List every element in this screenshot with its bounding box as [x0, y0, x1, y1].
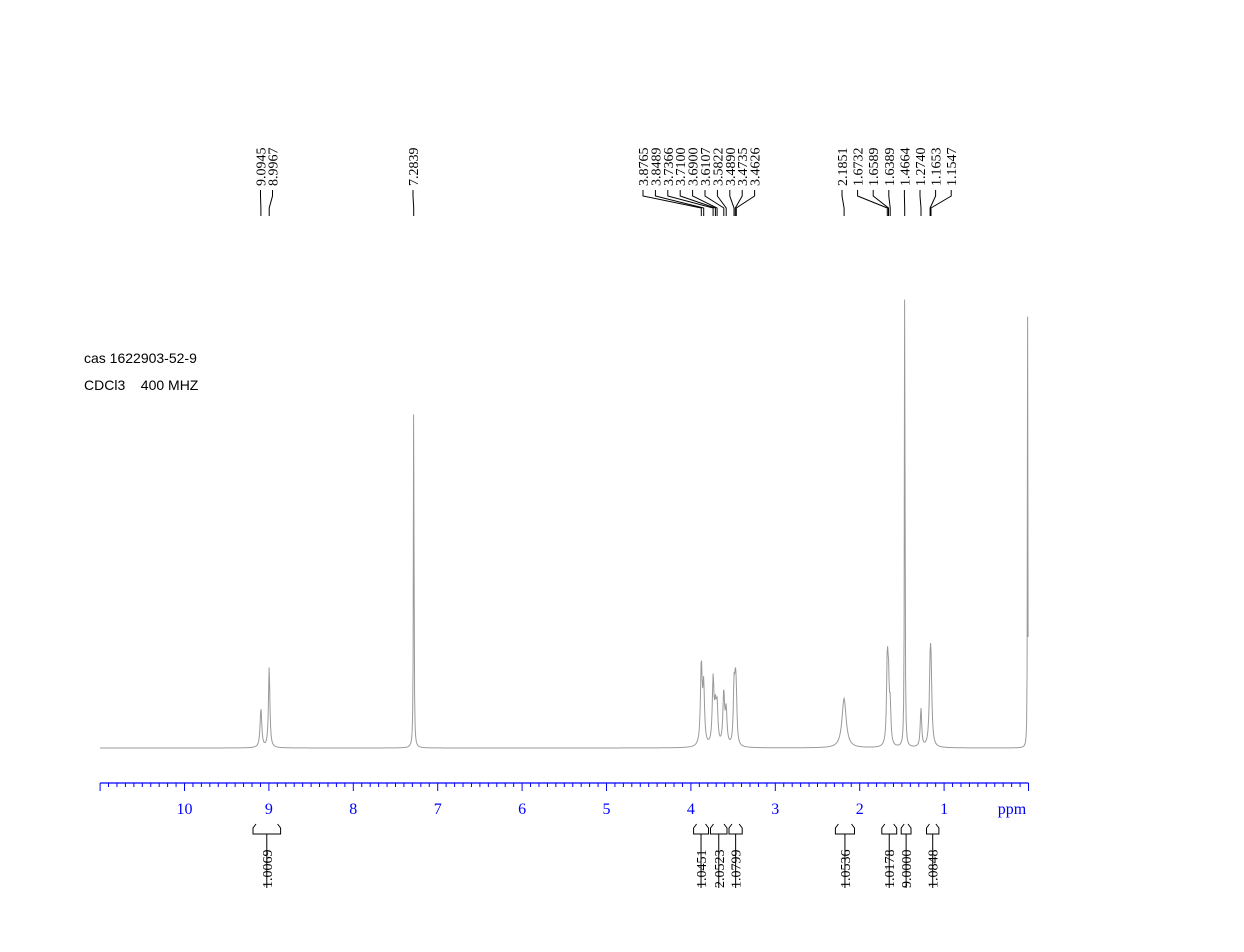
x-tick-label: 6	[518, 801, 526, 818]
peak-connector-line	[872, 190, 889, 216]
x-tick-label: 5	[603, 801, 611, 818]
integral-bracket	[710, 823, 728, 835]
peak-connector-line	[930, 190, 952, 216]
peak-label: 3.7366	[662, 148, 677, 187]
peak-connector-line	[268, 190, 273, 216]
peak-connector-line	[841, 190, 845, 216]
integral-bracket	[881, 823, 898, 835]
peak-label: 1.6589	[867, 148, 882, 187]
peak-label: 3.6107	[699, 148, 714, 187]
integral-value-label: 1.0069	[261, 850, 276, 889]
peak-connector-line	[735, 190, 756, 216]
integral-bracket	[728, 823, 743, 835]
peak-connector-line	[654, 190, 705, 216]
solvent-frequency-label: CDCl3 400 MHZ	[84, 377, 199, 393]
peak-label: 3.4626	[749, 148, 764, 187]
peak-label: 8.9967	[267, 148, 282, 187]
integral-value-label: 1.0799	[730, 850, 745, 889]
integral-value-label: 1.0178	[883, 850, 898, 889]
peak-label: 1.6389	[883, 148, 898, 187]
peak-label: 3.8489	[649, 148, 664, 187]
peak-label: 2.1851	[836, 148, 851, 187]
x-tick-label: 3	[771, 801, 779, 818]
integral-bracket	[693, 823, 709, 835]
peak-label: 9.0945	[255, 148, 270, 187]
peak-connector-line	[704, 190, 725, 216]
peak-connector-line	[919, 190, 922, 216]
x-tick-label: 10	[177, 801, 193, 818]
peak-label: 3.6900	[687, 148, 702, 187]
integral-value-label: 9.0000	[900, 850, 915, 889]
x-tick-label: 2	[856, 801, 864, 818]
spectrum-trace	[100, 299, 1029, 749]
x-axis-label: ppm	[998, 801, 1027, 818]
peak-connector-line	[642, 190, 702, 216]
peak-connector-line	[929, 190, 937, 216]
peak-connector-line	[667, 190, 714, 216]
integral-value-label: 2.0523	[713, 850, 728, 889]
peak-connector-line	[679, 190, 716, 216]
peak-connector-line	[716, 190, 727, 216]
peak-label: 1.1547	[945, 148, 960, 187]
peak-label: 3.5822	[711, 148, 726, 187]
sample-id-label: cas 1622903-52-9	[84, 350, 197, 366]
integral-bracket	[252, 823, 282, 835]
integral-value-label: 1.0848	[927, 850, 942, 889]
x-tick-label: 8	[349, 801, 357, 818]
x-tick-label: 9	[265, 801, 273, 818]
x-tick-label: 7	[434, 801, 442, 818]
peak-connector-line	[734, 190, 743, 216]
peak-label: 1.2740	[914, 148, 929, 187]
peak-connector-line	[729, 190, 735, 216]
peak-label: 1.1653	[930, 148, 945, 187]
peak-label: 3.7100	[674, 148, 689, 187]
peak-label: 7.2839	[407, 148, 422, 187]
peak-label: 3.4735	[736, 148, 751, 187]
x-tick-label: 4	[687, 801, 695, 818]
integral-bracket	[834, 823, 855, 835]
peak-connector-line	[692, 190, 718, 216]
integral-bracket	[926, 823, 940, 835]
peak-label: 1.4664	[898, 148, 913, 187]
integral-bracket	[900, 823, 912, 835]
peak-connector-line	[888, 190, 891, 216]
peak-label: 3.4890	[724, 148, 739, 187]
integral-value-label: 1.0536	[839, 850, 854, 889]
peak-connector-line	[857, 190, 888, 216]
integral-value-label: 1.0451	[695, 850, 710, 889]
peak-label: 1.6732	[852, 148, 867, 187]
peak-label: 3.8765	[637, 148, 652, 187]
x-tick-label: 1	[940, 801, 948, 818]
peak-connector-line	[412, 190, 415, 216]
